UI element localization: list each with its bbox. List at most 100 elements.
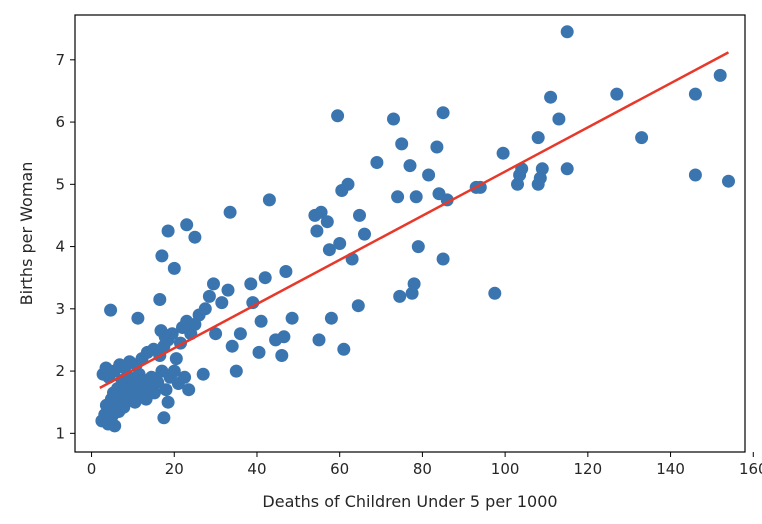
data-point xyxy=(393,289,407,303)
data-point xyxy=(635,131,649,145)
data-point xyxy=(233,327,247,341)
data-point xyxy=(310,224,324,238)
plot-frame xyxy=(74,14,746,453)
data-point xyxy=(436,106,450,120)
data-point xyxy=(403,159,417,173)
data-point xyxy=(277,330,291,344)
data-point xyxy=(167,364,181,378)
data-point xyxy=(254,314,268,328)
data-point xyxy=(314,205,328,219)
data-point xyxy=(560,25,574,39)
data-point xyxy=(159,383,173,397)
data-point xyxy=(488,286,502,300)
data-point xyxy=(221,283,235,297)
data-point xyxy=(351,299,365,313)
data-point xyxy=(407,277,421,291)
data-point xyxy=(324,311,338,325)
data-point xyxy=(391,190,405,204)
data-point xyxy=(108,419,122,433)
data-point xyxy=(436,252,450,266)
data-point xyxy=(252,345,266,359)
data-point xyxy=(215,296,229,310)
data-point xyxy=(196,367,210,381)
data-point xyxy=(229,364,243,378)
data-point xyxy=(722,174,735,188)
data-point xyxy=(279,265,293,278)
data-point xyxy=(151,375,165,389)
x-tick-label: 80 xyxy=(413,460,432,478)
data-point xyxy=(223,205,237,219)
data-point xyxy=(610,87,624,101)
data-point xyxy=(341,177,355,191)
x-tick-label: 120 xyxy=(574,460,603,478)
data-point xyxy=(353,208,366,222)
data-point xyxy=(262,193,276,207)
x-tick-label: 100 xyxy=(491,460,520,478)
data-point xyxy=(153,293,167,306)
y-tick-label: 6 xyxy=(55,113,65,131)
data-point xyxy=(182,383,196,397)
x-tick-label: 160 xyxy=(739,460,762,478)
data-point xyxy=(157,411,171,425)
data-point xyxy=(387,112,400,126)
data-point xyxy=(225,339,239,353)
x-axis-label: Deaths of Children Under 5 per 1000 xyxy=(262,492,557,511)
data-point xyxy=(188,230,202,244)
x-axis-ticks: 0 20 40 60 80 100 120 140 160 xyxy=(87,452,762,478)
data-point xyxy=(411,240,425,254)
data-point xyxy=(312,333,326,347)
data-point xyxy=(535,162,549,176)
y-tick-label: 2 xyxy=(55,362,65,380)
data-point xyxy=(155,249,169,263)
x-tick-label: 140 xyxy=(656,460,685,478)
data-point xyxy=(331,109,345,123)
data-point xyxy=(258,271,272,285)
data-point xyxy=(337,342,351,356)
y-tick-label: 1 xyxy=(55,424,65,442)
data-point xyxy=(320,215,334,229)
data-point xyxy=(531,131,545,145)
data-point xyxy=(244,277,258,291)
data-point xyxy=(552,112,566,126)
x-tick-label: 0 xyxy=(87,460,97,478)
x-tick-label: 40 xyxy=(247,460,266,478)
y-axis-label: Births per Woman xyxy=(17,162,36,306)
data-point xyxy=(430,140,444,154)
y-axis-ticks: 1 2 3 4 5 6 7 xyxy=(55,51,75,442)
data-point xyxy=(147,386,161,400)
fit-line-layer xyxy=(99,51,730,389)
data-point xyxy=(169,352,183,366)
regression-line xyxy=(99,51,730,389)
y-tick-label: 7 xyxy=(55,51,65,69)
x-tick-label: 60 xyxy=(330,460,349,478)
data-point xyxy=(104,303,118,317)
data-point xyxy=(180,218,194,232)
data-point xyxy=(560,162,574,176)
data-point xyxy=(161,395,175,409)
data-point xyxy=(202,289,216,303)
data-point xyxy=(198,302,212,316)
data-point xyxy=(275,349,289,362)
data-point xyxy=(688,168,702,182)
data-point xyxy=(178,370,192,384)
data-point xyxy=(167,261,181,275)
data-point xyxy=(158,330,172,344)
y-tick-label: 3 xyxy=(55,300,65,318)
data-point xyxy=(285,311,299,325)
data-point xyxy=(713,68,727,82)
data-point xyxy=(207,277,220,291)
y-tick-label: 5 xyxy=(55,175,65,193)
data-point xyxy=(333,237,347,250)
data-point xyxy=(422,168,436,182)
data-point xyxy=(370,156,384,169)
y-tick-label: 4 xyxy=(55,238,65,256)
data-point xyxy=(395,137,409,151)
data-point xyxy=(358,227,371,241)
data-point xyxy=(544,90,558,104)
points-layer xyxy=(95,25,735,433)
data-point xyxy=(322,243,336,257)
data-point xyxy=(161,224,175,238)
data-point xyxy=(409,190,423,204)
data-point xyxy=(209,327,223,341)
